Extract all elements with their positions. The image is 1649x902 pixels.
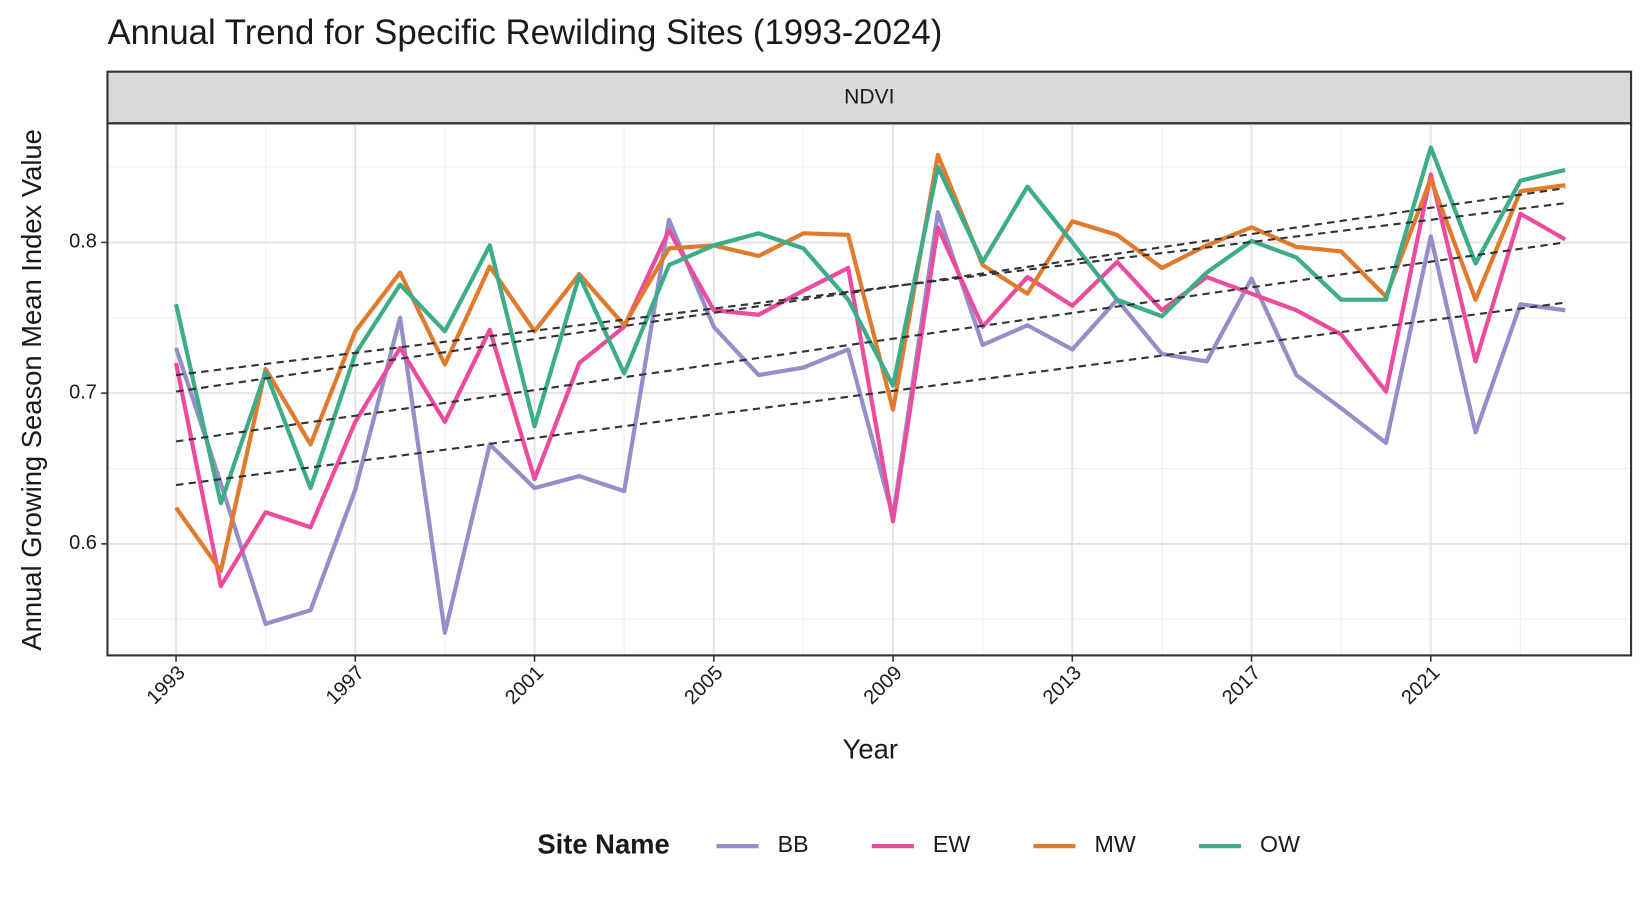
legend-label: OW xyxy=(1260,831,1300,857)
trend-line xyxy=(175,241,1566,443)
chart-title: Annual Trend for Specific Rewilding Site… xyxy=(107,14,942,52)
x-axis-label: Year xyxy=(843,734,898,765)
facet-strip xyxy=(106,70,1633,125)
y-tick-label: 0.8 xyxy=(69,231,97,253)
trend-line xyxy=(175,301,1566,487)
facet-label: NDVI xyxy=(844,86,894,109)
x-tick-label: 1993 xyxy=(143,662,190,709)
x-tick-label: 1997 xyxy=(322,662,369,709)
x-tick-label: 2017 xyxy=(1218,662,1265,709)
legend-title: Site Name xyxy=(537,828,669,859)
y-tick-label: 0.6 xyxy=(69,532,97,554)
x-tick-label: 2009 xyxy=(860,662,907,709)
legend-label: MW xyxy=(1095,831,1136,857)
trend-line xyxy=(175,202,1566,377)
x-tick-label: 2005 xyxy=(680,662,727,709)
panel-border xyxy=(106,122,1633,657)
legend-label: BB xyxy=(778,831,809,857)
series-line xyxy=(174,210,1566,635)
x-tick-label: 2001 xyxy=(501,662,548,709)
y-tick-label: 0.7 xyxy=(69,381,97,403)
y-axis-label: Annual Growing Season Mean Index Value xyxy=(16,129,47,650)
series-line xyxy=(174,152,1566,574)
x-tick-label: 2013 xyxy=(1039,662,1086,709)
x-tick-label: 2021 xyxy=(1397,662,1444,709)
legend-label: EW xyxy=(933,831,970,857)
